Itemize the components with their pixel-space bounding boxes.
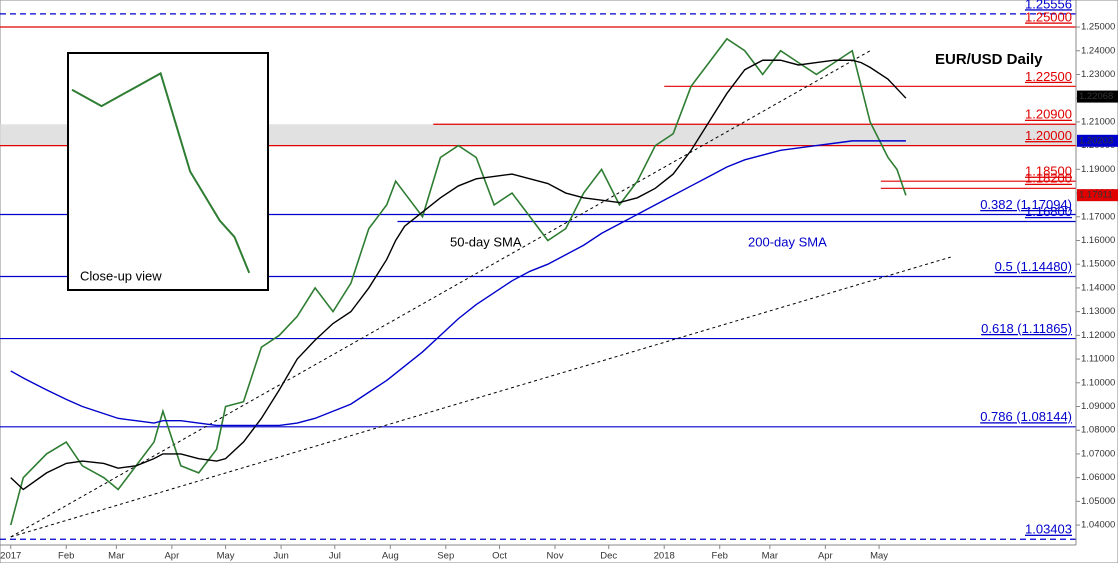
level-label: 1.20000 — [1025, 128, 1072, 143]
x-tick-label: Aug — [382, 551, 399, 562]
x-tick-label: May — [217, 551, 235, 562]
x-tick-label: Jul — [329, 551, 341, 562]
x-tick-label: Feb — [712, 551, 728, 562]
y-tick-label: 1.24000 — [1081, 45, 1115, 56]
level-label: 1.18200 — [1025, 171, 1072, 186]
level-label: 1.16800 — [1025, 204, 1072, 219]
y-tick-label: 1.15000 — [1081, 259, 1115, 270]
annotation: 50-day SMA — [450, 234, 522, 249]
level-label: 1.18500 — [1025, 164, 1072, 179]
y-tick-label: 1.05000 — [1081, 496, 1115, 507]
trendline — [10, 256, 951, 538]
level-label: 0.786 (1.08144) — [980, 409, 1072, 424]
series-line — [9, 37, 907, 526]
y-tick-label: 1.21000 — [1081, 116, 1115, 127]
y-tick-label: 1.07000 — [1081, 448, 1115, 459]
y-tick-label: 1.10000 — [1081, 377, 1115, 388]
y-tick-label: 1.13000 — [1081, 306, 1115, 317]
price-tag-label: 1.17911 — [1079, 190, 1113, 201]
y-tick-label: 1.14000 — [1081, 282, 1115, 293]
level-label: 0.5 (1.14480) — [995, 259, 1072, 274]
price-tag — [1077, 189, 1118, 202]
y-tick-label: 1.23000 — [1081, 69, 1115, 80]
price-tag-label: 1.20203 — [1079, 135, 1113, 146]
x-tick-label: 2017 — [0, 551, 21, 562]
y-tick-label: 1.11000 — [1081, 354, 1115, 365]
y-tick-label: 1.12000 — [1081, 330, 1115, 341]
x-tick-label: Feb — [58, 551, 74, 562]
x-tick-label: May — [870, 551, 888, 562]
level-label: 0.618 (1.11865) — [981, 321, 1072, 336]
inset-label: Close-up view — [80, 268, 162, 283]
x-tick-label: Nov — [547, 551, 564, 562]
series-line — [10, 59, 907, 491]
y-tick-label: 1.16000 — [1081, 235, 1115, 246]
series-line — [10, 140, 906, 427]
x-tick-label: Apr — [164, 551, 179, 562]
annotation: 200-day SMA — [748, 234, 827, 249]
y-tick-label: 1.06000 — [1081, 472, 1115, 483]
x-tick-label: Dec — [600, 551, 617, 562]
x-tick-label: 2018 — [654, 551, 675, 562]
level-label: 0.382 (1.17094) — [980, 197, 1072, 212]
x-tick-label: Oct — [492, 551, 507, 562]
trendline — [10, 50, 871, 538]
level-label: 1.03403 — [1025, 522, 1072, 537]
y-tick-label: 1.19000 — [1081, 164, 1115, 175]
level-label: 1.20900 — [1025, 107, 1072, 122]
x-tick-label: Jun — [273, 551, 288, 562]
y-tick-label: 1.17000 — [1081, 211, 1115, 222]
y-tick-label: 1.25000 — [1081, 22, 1115, 33]
price-tag — [1077, 134, 1118, 147]
x-tick-label: Sep — [437, 551, 454, 562]
x-tick-label: Mar — [762, 551, 778, 562]
inset-line — [71, 71, 251, 274]
x-tick-label: Mar — [108, 551, 124, 562]
inset-frame — [67, 52, 269, 291]
y-tick-label: 1.09000 — [1081, 401, 1115, 412]
y-tick-label: 1.04000 — [1081, 520, 1115, 531]
level-label: 1.25000 — [1025, 9, 1072, 24]
price-tag-label: 1.22068 — [1079, 91, 1113, 102]
level-label: 1.22500 — [1025, 69, 1072, 84]
x-tick-label: Apr — [818, 551, 833, 562]
chart-title: EUR/USD Daily — [935, 51, 1043, 68]
level-label: 1.25556 — [1025, 0, 1072, 11]
price-tag — [1077, 90, 1118, 103]
y-tick-label: 1.08000 — [1081, 425, 1115, 436]
